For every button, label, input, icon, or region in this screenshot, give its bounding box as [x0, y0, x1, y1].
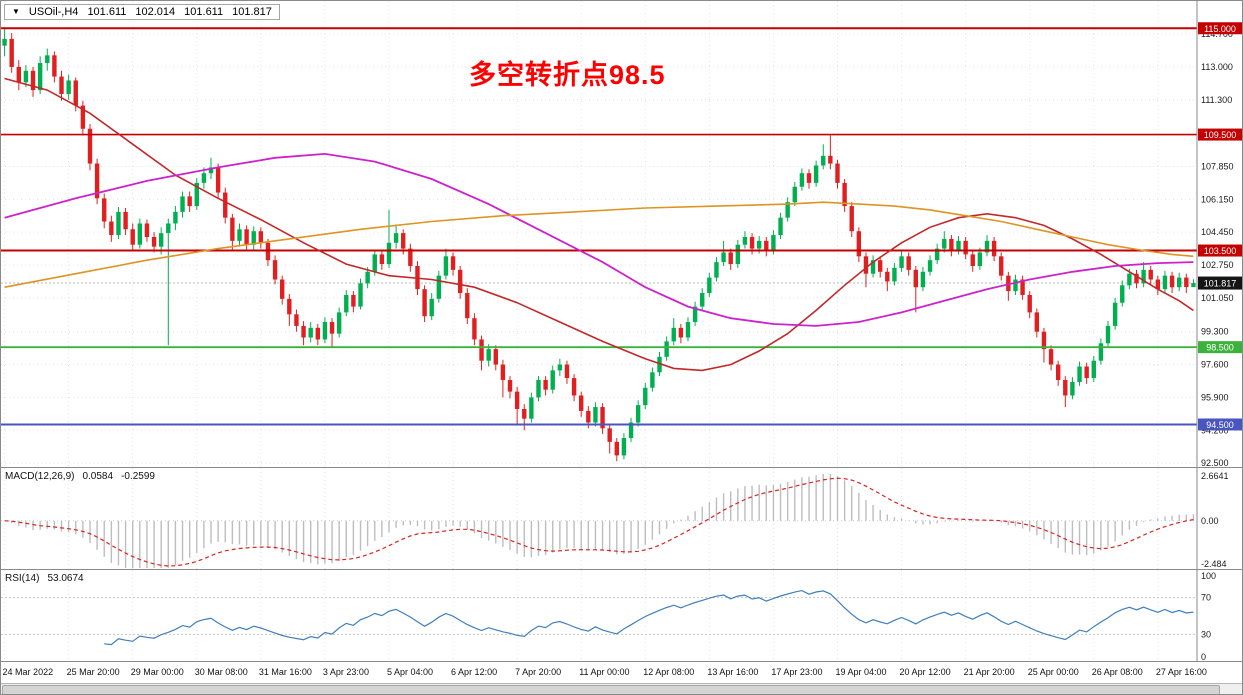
high-value: 102.014 [135, 6, 176, 18]
macd-histogram [10, 473, 1195, 568]
ma-medium-magenta [4, 152, 1194, 327]
time-label: 31 Mar 16:00 [258, 667, 312, 677]
svg-text:102.750: 102.750 [1201, 260, 1234, 270]
collapse-arrow-icon[interactable]: ▼ [12, 7, 20, 16]
time-label: 25 Mar 20:00 [66, 667, 120, 677]
symbol-period-label: USOil-,H4 [28, 6, 79, 18]
svg-text:109.500: 109.500 [1204, 130, 1237, 140]
hline-price-badge [1198, 22, 1242, 35]
macd-label: MACD(12,26,9) 0.0584 -0.2599 [5, 471, 155, 482]
hline-price-badge [1198, 341, 1242, 354]
time-label: 3 Apr 23:00 [322, 667, 369, 677]
chart-annotation-text[interactable]: 多空转折点98.5 [469, 60, 666, 90]
scrollbar-thumb[interactable] [2, 685, 1220, 694]
horizontal-scrollbar[interactable] [1, 683, 1242, 694]
rsi-label: RSI(14) 53.0674 [5, 573, 84, 584]
svg-text:104.450: 104.450 [1201, 227, 1234, 237]
time-label: 29 Mar 00:00 [130, 667, 184, 677]
hline-price-badge [1198, 244, 1242, 257]
close-value: 101.817 [232, 6, 272, 18]
svg-text:97.600: 97.600 [1201, 360, 1229, 370]
svg-text:103.500: 103.500 [1204, 246, 1237, 256]
macd-panel[interactable]: 2.6641 0.00 -2.484 MACD(12,26,9) 0.0584 -0… [1, 467, 1243, 570]
grid-layer [1, 1, 1197, 467]
svg-text:95.900: 95.900 [1201, 392, 1229, 402]
svg-text:98.500: 98.500 [1206, 343, 1234, 353]
time-label: 11 Apr 00:00 [579, 667, 630, 677]
time-axis: 24 Mar 2022 25 Mar 20:00 29 Mar 00:00 30 Ma… [1, 661, 1242, 684]
time-label: 12 Apr 08:00 [643, 667, 695, 677]
rsi-canvas[interactable]: 100 70 30 0 [1, 570, 1243, 662]
time-label: 5 Apr 04:00 [386, 667, 434, 677]
svg-text:115.000: 115.000 [1204, 24, 1236, 34]
macd-signal-value: -0.2599 [121, 471, 155, 482]
price-chart-canvas[interactable]: 114.700113.000111.300107.850106.150104.4… [1, 1, 1243, 467]
svg-text:111.300: 111.300 [1201, 95, 1232, 105]
svg-text:113.000: 113.000 [1201, 62, 1233, 72]
time-label: 24 Mar 2022 [2, 667, 54, 677]
low-value: 101.611 [184, 6, 224, 18]
time-label: 26 Apr 08:00 [1091, 667, 1143, 677]
rsi-label-text: RSI(14) [5, 573, 40, 584]
svg-text:70: 70 [1201, 593, 1211, 603]
price-chart-panel[interactable]: 114.700113.000111.300107.850106.150104.4… [1, 1, 1243, 467]
svg-text:107.850: 107.850 [1201, 161, 1234, 171]
current-price-badge [1198, 276, 1242, 290]
svg-text:100: 100 [1201, 571, 1216, 581]
time-label: 30 Mar 08:00 [194, 667, 248, 677]
time-label: 27 Apr 16:00 [1155, 667, 1207, 677]
svg-text:30: 30 [1201, 629, 1211, 639]
svg-text:0.00: 0.00 [1201, 516, 1219, 526]
macd-main-value: 0.0584 [82, 471, 114, 482]
svg-text:94.500: 94.500 [1206, 420, 1234, 430]
time-label: 17 Apr 23:00 [771, 667, 823, 677]
time-label: 19 Apr 04:00 [835, 667, 887, 677]
svg-text:0: 0 [1201, 652, 1206, 662]
time-label: 7 Apr 20:00 [515, 667, 562, 677]
svg-text:-2.484: -2.484 [1201, 559, 1227, 569]
svg-text:92.500: 92.500 [1201, 458, 1229, 467]
candles-layer [2, 27, 1196, 462]
time-label: 21 Apr 20:00 [963, 667, 1015, 677]
rsi-panel[interactable]: 100 70 30 0 RSI(14) 53.0674 [1, 569, 1243, 662]
chart-title-box[interactable]: ▼ USOil-,H4 101.611 102.014 101.611 101.… [4, 4, 280, 20]
horizontal-lines-layer[interactable] [1, 27, 1197, 426]
time-label: 13 Apr 16:00 [707, 667, 759, 677]
rsi-value: 53.0674 [47, 573, 84, 584]
time-label: 20 Apr 12:00 [899, 667, 951, 677]
ma-slow-orange [4, 201, 1194, 288]
time-label: 25 Apr 00:00 [1027, 667, 1079, 677]
price-axis: 114.700113.000111.300107.850106.150104.4… [1198, 22, 1242, 467]
open-value: 101.611 [87, 6, 127, 18]
svg-text:101.050: 101.050 [1201, 293, 1234, 303]
svg-text:106.150: 106.150 [1201, 194, 1234, 204]
rsi-line [104, 589, 1194, 646]
svg-text:101.817: 101.817 [1204, 279, 1237, 289]
svg-text:2.6641: 2.6641 [1201, 471, 1229, 481]
macd-canvas[interactable]: 2.6641 0.00 -2.484 [1, 468, 1243, 570]
hline-price-badge [1198, 418, 1242, 431]
macd-label-text: MACD(12,26,9) [5, 471, 75, 482]
svg-text:99.300: 99.300 [1201, 327, 1229, 337]
ma-fast-red [4, 77, 1194, 372]
hline-price-badge [1198, 128, 1242, 141]
time-label: 6 Apr 12:00 [451, 667, 498, 677]
